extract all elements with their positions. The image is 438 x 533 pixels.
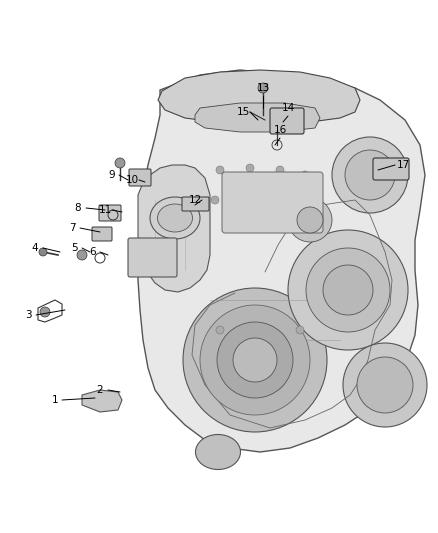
Text: 15: 15 [237,107,250,117]
Circle shape [77,250,87,260]
Circle shape [39,248,47,256]
Polygon shape [195,103,320,132]
Polygon shape [138,165,210,292]
Circle shape [288,230,408,350]
Polygon shape [158,70,360,125]
Circle shape [332,137,408,213]
Text: 8: 8 [75,203,81,213]
Circle shape [276,166,284,174]
Circle shape [258,83,268,93]
Text: 9: 9 [109,170,115,180]
Text: 5: 5 [72,243,78,253]
Text: 1: 1 [52,395,58,405]
Ellipse shape [195,434,240,470]
FancyBboxPatch shape [128,238,177,277]
Circle shape [217,322,293,398]
Text: 6: 6 [90,247,96,257]
Circle shape [211,196,219,204]
Circle shape [297,207,323,233]
Text: 16: 16 [273,125,286,135]
Circle shape [357,357,413,413]
Circle shape [216,166,224,174]
FancyBboxPatch shape [99,205,121,221]
Text: 11: 11 [99,205,112,215]
Text: 12: 12 [188,195,201,205]
Circle shape [343,343,427,427]
Circle shape [233,338,277,382]
Text: 3: 3 [25,310,31,320]
Ellipse shape [158,204,192,232]
Circle shape [183,288,327,432]
Circle shape [246,164,254,172]
Circle shape [323,265,373,315]
Polygon shape [138,70,425,452]
Circle shape [288,198,332,242]
FancyBboxPatch shape [270,108,304,134]
FancyBboxPatch shape [373,158,409,180]
Text: 10: 10 [125,175,138,185]
Circle shape [216,326,224,334]
FancyBboxPatch shape [222,172,323,233]
Polygon shape [82,390,122,412]
Circle shape [200,305,310,415]
Ellipse shape [150,197,200,239]
Circle shape [115,158,125,168]
FancyBboxPatch shape [182,197,209,211]
FancyBboxPatch shape [92,227,112,241]
Text: 2: 2 [97,385,103,395]
Text: 14: 14 [281,103,295,113]
Text: 4: 4 [32,243,38,253]
Text: 13: 13 [256,83,270,93]
Circle shape [296,326,304,334]
Circle shape [306,248,390,332]
Circle shape [345,150,395,200]
Text: 17: 17 [396,160,410,170]
FancyBboxPatch shape [129,169,151,186]
Circle shape [296,196,304,204]
Circle shape [40,307,50,317]
Circle shape [301,171,309,179]
Text: 7: 7 [69,223,75,233]
